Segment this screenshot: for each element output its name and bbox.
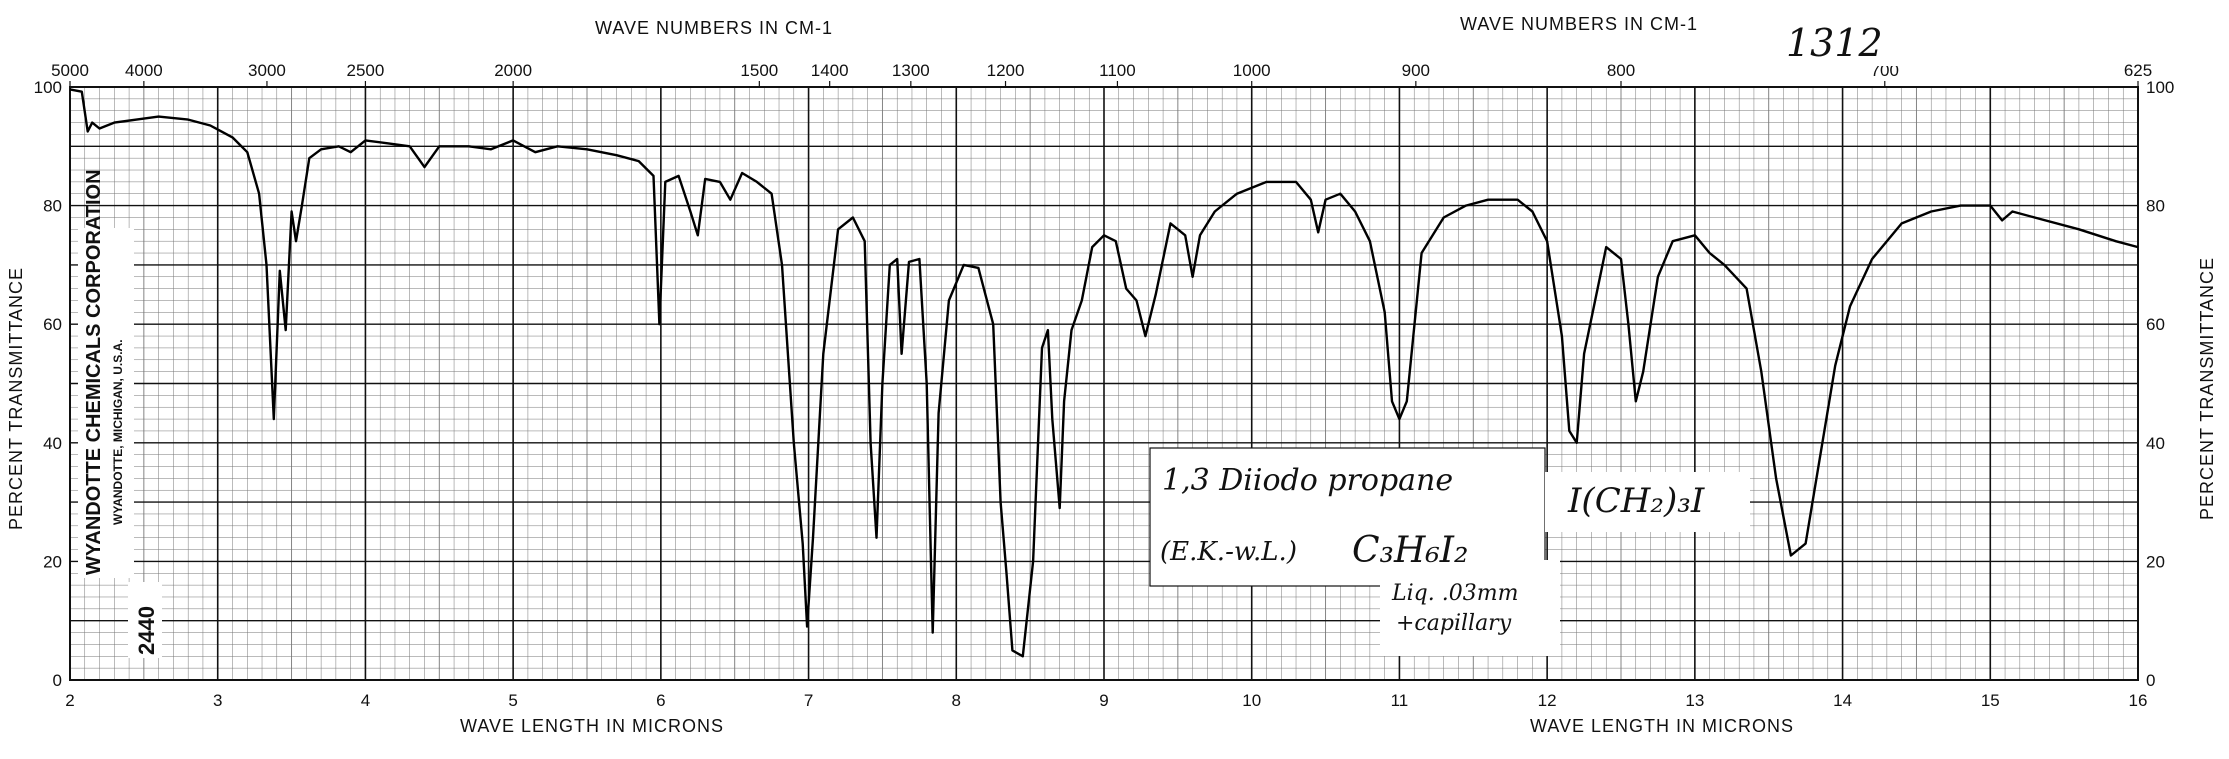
sample-box [1380,560,1560,656]
y-tick-label-right: 60 [2146,315,2165,334]
x-tick-label: 11 [1391,691,1409,710]
formula-structural: I(CH₂)₃I [1567,481,1705,521]
wavenumber-tick-label: 1000 [1233,61,1271,80]
chart-code-box [128,582,162,658]
y-tick-label-left: 0 [53,671,62,690]
wavenumber-tick-label: 625 [2124,61,2152,80]
x-tick-label: 7 [804,691,813,710]
sheet-number: 1312 [1786,21,1883,65]
y-tick-label-right: 80 [2146,197,2165,216]
x-tick-label: 2 [65,691,74,710]
x-tick-label: 14 [1833,691,1852,710]
y-tick-label-left: 20 [43,552,62,571]
wavenumber-tick-label: 5000 [51,61,89,80]
x-tick-label: 9 [1099,691,1108,710]
wavenumber-tick-label: 1100 [1099,61,1136,80]
major-grid [69,86,2139,681]
wavenumber-tick-label: 800 [1607,61,1635,80]
vendor-box [78,228,134,578]
x-tick-label: 5 [508,691,517,710]
wavenumber-tick-label: 1200 [987,61,1025,80]
x-tick-label: 16 [2129,691,2148,710]
y-tick-label-right: 40 [2146,434,2165,453]
sample-line-2: +capillary [1396,611,1512,636]
y-tick-label-left: 60 [43,315,62,334]
compound-name: 1,3 Diiodo propane [1162,463,1453,498]
formula-box [1545,472,1750,532]
plot-border [69,86,2139,681]
wavenumber-tick-label: 1500 [740,61,778,80]
wavenumber-tick-label: 900 [1402,61,1430,80]
x-tick-label: 15 [1981,691,2000,710]
y-tick-label-right: 0 [2146,671,2155,690]
wavenumber-tick-label: 2000 [494,61,532,80]
top-axis-label: WAVE NUMBERS IN CM-1 [595,18,833,38]
bottom-axis-label: WAVE LENGTH IN MICRONS [460,716,724,736]
y-tick-labels: 0 20 40 60 80 100 0 20 40 60 80 100 [34,78,2175,690]
x-tick-label: 4 [361,691,370,710]
top-axis-label-right: WAVE NUMBERS IN CM-1 [1460,14,1698,34]
source-note: (E.K.-w.L.) [1160,537,1297,567]
y-axis-label-right: PERCENT TRANSMITTANCE [2197,257,2217,520]
formula-molecular: C₃H₆I₂ [1352,530,1468,571]
y-axis-label-left: PERCENT TRANSMITTANCE [6,267,26,530]
y-tick-label-left: 80 [43,197,62,216]
y-tick-label-right: 20 [2146,552,2165,571]
wavenumber-tick-label: 4000 [125,61,163,80]
wavenumber-tick-label: 1300 [892,61,930,80]
x-tick-label: 6 [656,691,665,710]
bottom-axis-label-right: WAVE LENGTH IN MICRONS [1530,716,1794,736]
y-tick-label-left: 100 [34,78,62,97]
spectrum-trace-layer [69,88,2139,658]
wavenumber-tick-labels: 5000 4000 3000 2500 2000 1500 1400 1300 1200 1100… [51,61,2152,87]
x-tick-label: 8 [952,691,961,710]
vendor-location: WYANDOTTE, MICHIGAN, U.S.A. [111,339,125,525]
y-tick-label-left: 40 [43,434,62,453]
x-tick-label: 12 [1538,691,1557,710]
wavenumber-tick-label: 1400 [811,61,849,80]
wavenumber-tick-label: 2500 [347,61,385,80]
x-tick-labels: 2 3 4 5 6 7 8 9 10 11 12 13 14 15 16 [65,691,2147,710]
x-tick-label: 10 [1242,691,1261,710]
chart-code: 2440 [134,606,159,655]
sheet-number-box [1775,20,1905,66]
x-tick-label: 13 [1685,691,1704,710]
sample-line-1: Liq. .03mm [1391,581,1518,606]
y-tick-label-right: 100 [2146,78,2174,97]
spectrum-trace [69,88,2139,658]
x-tick-label: 3 [213,691,222,710]
wavenumber-tick-label: 3000 [248,61,286,80]
vendor-company: WYANDOTTE CHEMICALS CORPORATION [83,169,105,575]
plot-frame [69,86,2139,681]
